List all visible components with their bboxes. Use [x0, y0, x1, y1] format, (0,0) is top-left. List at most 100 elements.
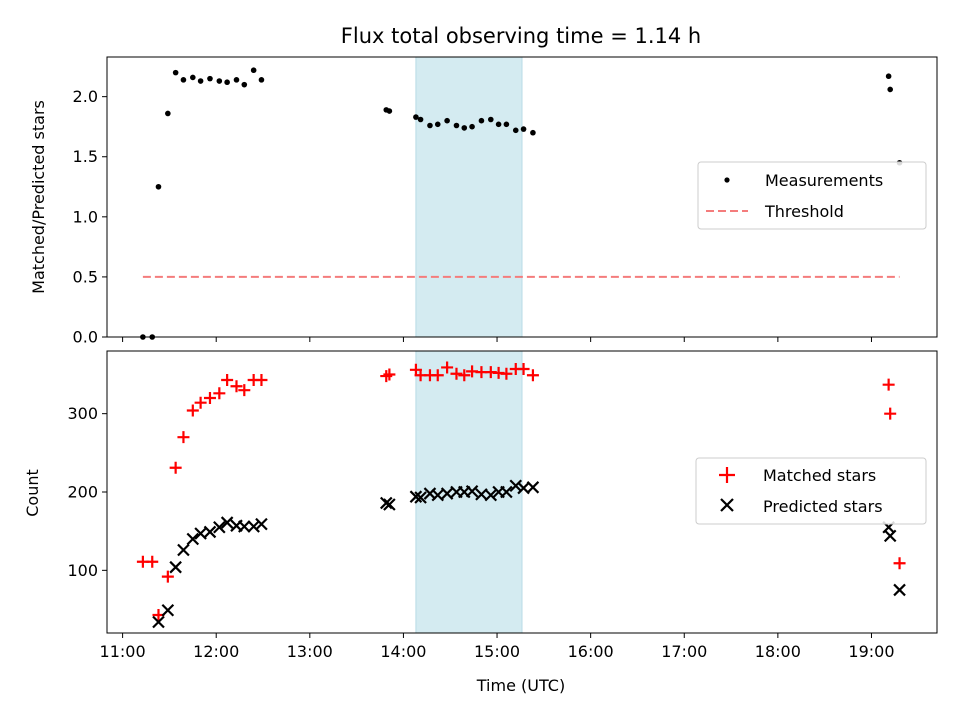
measurement-point — [417, 116, 424, 123]
predicted-stars-point — [161, 604, 175, 617]
matched-stars-point — [431, 369, 444, 382]
x-tick-label: 11:00 — [100, 642, 146, 661]
bottom-y-tick-label: 300 — [67, 404, 98, 423]
matched-stars-point — [383, 368, 396, 381]
predicted-stars-point — [203, 525, 217, 539]
predicted-stars-point — [255, 517, 268, 531]
matched-stars-point — [893, 557, 906, 570]
matched-stars-point — [194, 396, 207, 409]
measurement-point — [197, 78, 204, 84]
legend-marker-matched-stars — [719, 467, 735, 483]
matched-stars-point — [203, 392, 216, 404]
measurement-point — [487, 116, 494, 123]
x-tick-label: 13:00 — [287, 642, 333, 661]
measurement-point — [413, 114, 419, 120]
measurement-point — [885, 73, 892, 80]
bottom-y-tick-label: 200 — [67, 483, 98, 502]
measurement-point — [386, 108, 393, 114]
bottom-y-axis-label: Count — [23, 469, 42, 517]
matched-stars-point — [169, 461, 182, 474]
measurement-point — [887, 86, 893, 93]
matched-stars-point — [238, 384, 251, 397]
top-y-tick-label: 1.0 — [73, 207, 98, 226]
measurement-point — [250, 67, 257, 74]
measurement-point — [155, 183, 162, 190]
matched-stars-point — [186, 404, 199, 417]
measurement-point — [434, 121, 441, 128]
predicted-stars-point — [484, 488, 498, 502]
top-y-tick-label: 1.5 — [73, 147, 98, 166]
matched-stars-point — [221, 373, 234, 386]
matched-stars-point — [146, 555, 159, 568]
x-tick-label: 14:00 — [380, 642, 426, 661]
measurement-point — [427, 122, 433, 129]
measurement-point — [233, 77, 240, 83]
matched-stars-point — [526, 369, 539, 382]
measurement-point — [503, 121, 510, 128]
matched-stars-point — [882, 378, 895, 391]
measurement-point — [180, 77, 187, 83]
predicted-stars-point — [526, 481, 540, 494]
matched-stars-point — [161, 570, 174, 583]
predicted-stars-point — [238, 520, 251, 533]
legend-marker-predicted-stars — [720, 498, 734, 512]
bottom-y-tick-label: 100 — [67, 561, 98, 580]
x-tick-label: 18:00 — [755, 642, 801, 661]
measurement-point — [258, 77, 265, 83]
top-y-tick-label: 2.0 — [73, 87, 98, 106]
measurement-point — [478, 117, 485, 124]
legend-label-measurements: Measurements — [765, 171, 883, 190]
predicted-stars-point — [383, 498, 396, 511]
predicted-stars-point — [509, 479, 523, 493]
predicted-stars-point — [409, 490, 423, 503]
measurement-point — [216, 78, 223, 84]
matched-stars-point — [177, 431, 190, 444]
matched-stars-point — [441, 361, 454, 374]
predicted-stars-point — [177, 543, 190, 557]
ratio-panel: 0.00.51.01.52.0 Matched/Predicted stars … — [29, 56, 938, 347]
predicted-stars-point — [213, 520, 226, 534]
measurement-point — [495, 121, 502, 128]
legend-label-threshold: Threshold — [764, 202, 844, 221]
matched-stars-point — [255, 373, 268, 386]
top-panel-frame — [106, 56, 938, 338]
predicted-stars-point — [500, 485, 513, 499]
predicted-stars-point — [893, 583, 906, 597]
x-tick-label: 15:00 — [474, 642, 520, 661]
predicted-stars-point — [220, 516, 234, 529]
matched-stars-point — [500, 367, 513, 380]
matched-stars-point — [884, 407, 897, 420]
measurement-point — [530, 129, 536, 136]
measurement-point — [512, 127, 519, 134]
top-y-axis-label: Matched/Predicted stars — [29, 100, 48, 294]
matched-stars-point — [517, 363, 530, 376]
x-tick-label: 17:00 — [661, 642, 707, 661]
measurement-point — [165, 110, 171, 117]
legend-label-predicted-stars: Predicted stars — [763, 497, 883, 516]
top-y-tick-label: 0.0 — [73, 328, 98, 347]
predicted-stars-point — [186, 532, 200, 546]
measurement-point — [520, 126, 527, 132]
bottom-legend-box — [695, 457, 927, 525]
top-y-tick-label: 0.5 — [73, 267, 98, 286]
measurement-point — [461, 125, 468, 131]
matched-stars-point — [450, 367, 463, 380]
measurement-point — [444, 117, 450, 124]
measurement-point — [453, 122, 460, 129]
predicted-stars-point — [247, 520, 260, 533]
x-tick-label: 19:00 — [848, 642, 894, 661]
count-panel: 100 200 300 11:00 12:00 13:00 14:00 15:00 16:00… — [23, 350, 938, 695]
x-tick-label: 16:00 — [568, 642, 614, 661]
measurement-point — [469, 123, 475, 130]
measurement-point — [190, 74, 196, 81]
measurement-point — [207, 75, 213, 82]
figure-title: Flux total observing time = 1.14 h — [341, 24, 701, 48]
matched-stars-point — [458, 369, 471, 382]
measurement-point — [224, 79, 230, 86]
legend-marker-measurements — [724, 177, 730, 183]
measurement-point — [172, 69, 179, 76]
predicted-stars-point — [169, 560, 182, 574]
predicted-stars-point — [465, 484, 479, 498]
legend-label-matched-stars: Matched stars — [763, 466, 876, 485]
